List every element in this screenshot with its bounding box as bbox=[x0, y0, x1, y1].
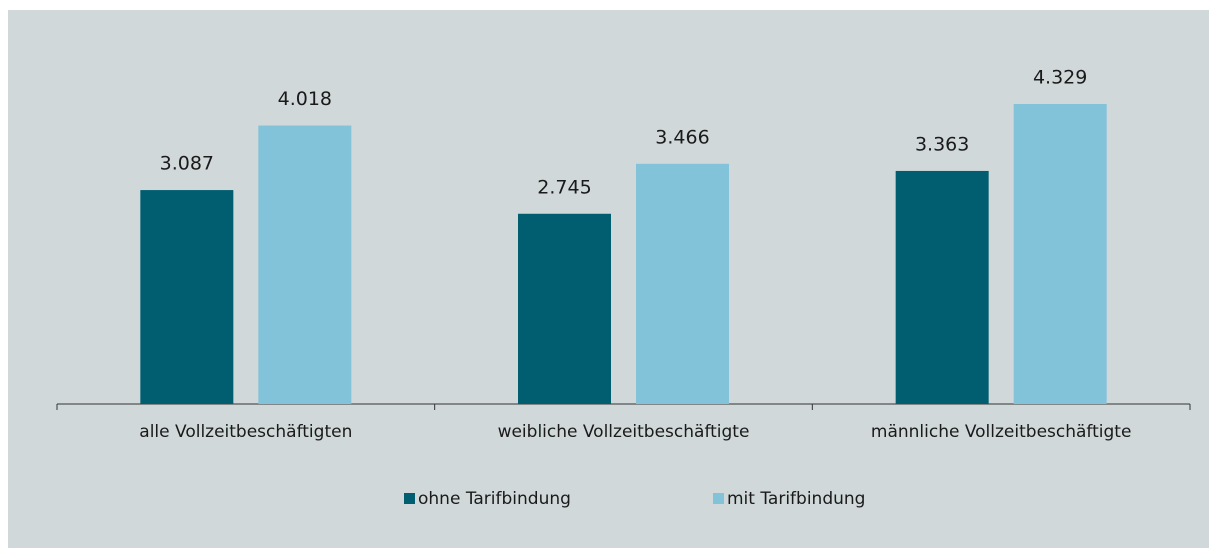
legend-label: ohne Tarifbindung bbox=[418, 489, 571, 509]
bar bbox=[518, 213, 611, 404]
legend-swatch bbox=[404, 493, 415, 504]
bar bbox=[895, 170, 989, 404]
data-label: 3.087 bbox=[160, 153, 214, 175]
x-tick-label: weibliche Vollzeitbeschäftigte bbox=[498, 422, 750, 442]
data-label: 2.745 bbox=[537, 176, 591, 198]
legend-swatch bbox=[713, 493, 724, 504]
data-label: 3.466 bbox=[655, 126, 709, 148]
data-label: 3.363 bbox=[915, 133, 969, 155]
bar bbox=[258, 125, 352, 404]
bar bbox=[1013, 104, 1107, 404]
legend-label: mit Tarifbindung bbox=[727, 489, 865, 509]
bar bbox=[140, 190, 234, 404]
data-label: 4.018 bbox=[278, 88, 332, 110]
data-label: 4.329 bbox=[1033, 67, 1087, 89]
x-tick-label: alle Vollzeitbeschäftigten bbox=[139, 422, 352, 442]
bar bbox=[636, 163, 729, 404]
x-tick-label: männliche Vollzeitbeschäftigte bbox=[871, 422, 1132, 442]
